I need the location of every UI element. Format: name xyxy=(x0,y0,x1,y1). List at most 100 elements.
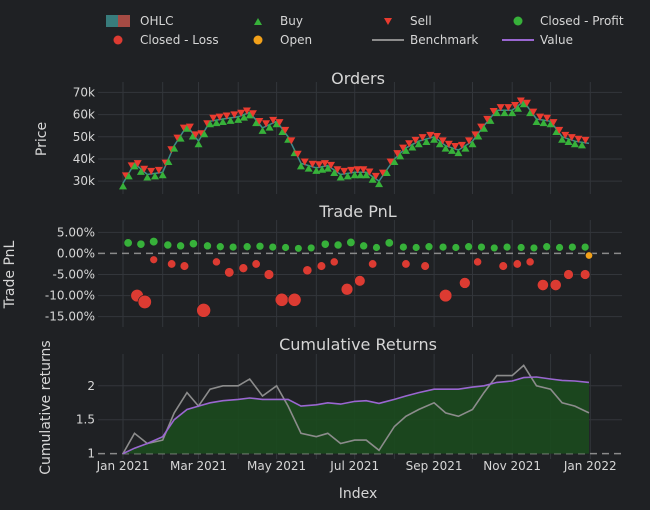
buy-marker xyxy=(368,175,377,183)
sell-marker xyxy=(378,169,387,177)
buy-marker xyxy=(206,120,215,128)
data-layer xyxy=(119,97,593,455)
buy-marker xyxy=(375,180,384,188)
y-tick-label: -5.00% xyxy=(53,268,95,282)
legend-item[interactable]: Value xyxy=(500,33,573,47)
sell-marker xyxy=(281,126,290,134)
pnl-marker xyxy=(212,257,221,267)
value-area xyxy=(123,377,589,454)
pnl-marker xyxy=(238,263,249,273)
sell-marker xyxy=(393,150,402,158)
pnl-marker xyxy=(490,243,499,253)
pnl-marker xyxy=(473,257,482,267)
sell-marker xyxy=(471,131,480,139)
pnl-marker xyxy=(438,242,448,252)
buy-marker xyxy=(564,138,573,145)
sell-marker xyxy=(275,119,284,127)
sell-marker xyxy=(567,134,576,142)
sell-marker xyxy=(230,111,239,119)
pnl-marker xyxy=(163,240,173,250)
legend-item[interactable]: Buy xyxy=(240,14,303,28)
pnl-marker xyxy=(302,265,313,276)
pnl-marker xyxy=(203,241,212,251)
legend-item[interactable]: Benchmark xyxy=(370,33,478,47)
sell-marker xyxy=(504,104,513,112)
legend-item[interactable]: Sell xyxy=(370,14,432,28)
pnl-marker xyxy=(255,241,265,251)
sell-marker xyxy=(457,141,466,149)
legend-label: Sell xyxy=(410,14,432,28)
pnl-marker xyxy=(580,242,590,252)
buy-marker xyxy=(200,130,209,138)
sell-marker xyxy=(215,113,224,121)
buy-marker xyxy=(546,120,555,128)
buy-marker xyxy=(304,164,313,172)
sell-marker xyxy=(173,134,182,142)
sell-marker xyxy=(185,123,194,131)
buy-marker xyxy=(448,146,457,154)
legend-item[interactable]: OHLC xyxy=(100,14,174,28)
y-tick-label: 40k xyxy=(73,152,95,166)
legend-item[interactable]: Closed - Profit xyxy=(500,14,624,28)
legend-symbol xyxy=(253,35,263,45)
sell-marker xyxy=(477,123,486,131)
sell-marker xyxy=(549,119,558,127)
sell-marker xyxy=(496,104,505,112)
buy-marker xyxy=(480,124,489,132)
pnl-marker xyxy=(424,242,434,251)
buy-marker xyxy=(532,118,541,126)
pnl-marker xyxy=(464,242,473,251)
sell-marker xyxy=(511,101,520,109)
pnl-marker xyxy=(274,292,289,307)
sell-marker xyxy=(438,137,447,145)
legend-symbol xyxy=(372,39,404,41)
pnl-marker xyxy=(555,243,564,252)
sell-marker xyxy=(426,131,435,139)
legend-item[interactable]: Open xyxy=(240,33,312,47)
pnl-marker xyxy=(439,288,453,303)
legend-label: Buy xyxy=(280,14,303,28)
sell-marker xyxy=(353,166,362,174)
x-tick-label: May 2021 xyxy=(247,459,306,473)
buy-marker xyxy=(265,123,274,131)
pnl-marker xyxy=(176,241,185,251)
buy-marker xyxy=(441,144,450,152)
pnl-marker xyxy=(333,240,343,250)
legend-buy-symbol xyxy=(254,18,262,25)
sell-marker xyxy=(269,116,278,124)
y-tick-label: -15.00% xyxy=(45,310,95,324)
legend-ohlc-box xyxy=(118,15,130,27)
buy-marker xyxy=(486,116,495,124)
pnl-marker xyxy=(307,243,316,253)
pnl-marker xyxy=(411,243,421,252)
sell-marker xyxy=(248,110,257,118)
pnl-marker xyxy=(346,237,356,247)
buy-marker xyxy=(218,118,227,126)
buy-marker xyxy=(258,126,267,134)
pnl-marker xyxy=(268,242,278,252)
pnl-marker xyxy=(451,243,461,252)
panel-title: Cumulative Returns xyxy=(279,335,437,354)
pnl-marker xyxy=(242,242,252,251)
legend-symbol xyxy=(113,35,123,45)
pnl-marker xyxy=(529,243,539,253)
pnl-marker xyxy=(320,239,330,249)
value-line xyxy=(122,376,590,455)
pnl-marker xyxy=(287,292,302,307)
sell-marker xyxy=(147,167,156,175)
buy-marker xyxy=(401,146,410,154)
pnl-marker xyxy=(354,275,366,287)
y-tick-label: 1 xyxy=(87,447,95,461)
pnl-marker xyxy=(224,267,235,278)
buy-marker xyxy=(382,169,391,177)
sell-marker xyxy=(399,144,408,152)
ohlc-line xyxy=(122,100,590,184)
pnl-marker xyxy=(401,259,411,269)
buy-marker xyxy=(430,135,439,143)
sell-marker xyxy=(464,137,473,145)
pnl-marker xyxy=(459,277,471,289)
sell-marker xyxy=(386,158,395,166)
legend-item[interactable]: Closed - Loss xyxy=(100,33,219,47)
buy-marker xyxy=(435,140,444,148)
sell-marker xyxy=(411,136,420,144)
